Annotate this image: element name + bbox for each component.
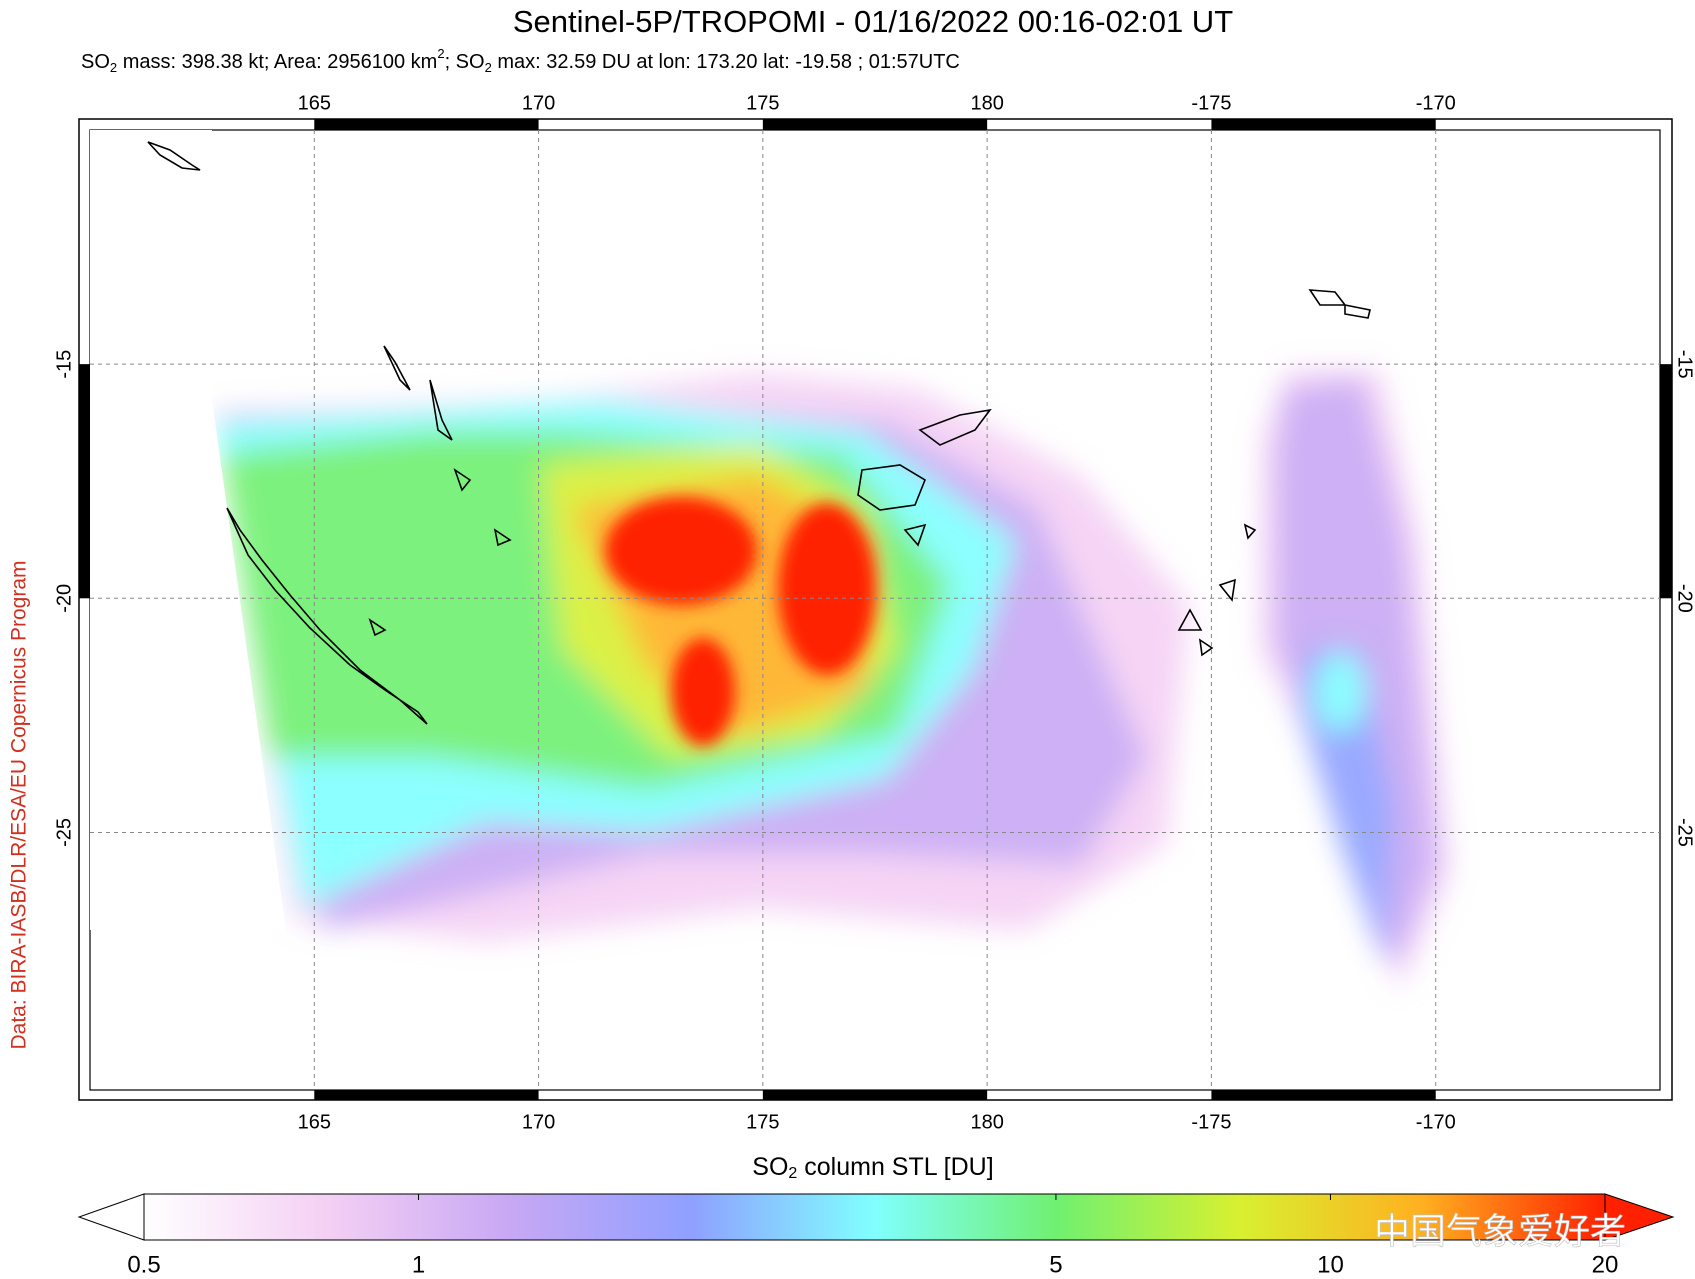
lon-tick-label: 175: [746, 92, 779, 114]
coastline: [857, 408, 992, 547]
subtitle: SO2 mass: 398.38 kt; Area: 2956100 km2; …: [81, 46, 960, 75]
colorbar-label-part: column STL [DU]: [797, 1153, 993, 1181]
lon-tick-label: 175: [746, 1111, 779, 1133]
subtitle-sub: 2: [110, 60, 117, 75]
colorbar-label: SO2 column STL [DU]: [752, 1153, 993, 1183]
plume-layer: [1315, 652, 1365, 732]
colorbar-tick-label: 5: [1049, 1251, 1062, 1278]
frame-bar: [79, 364, 90, 599]
lon-tick-label: -170: [1416, 92, 1456, 114]
coastline: [1198, 523, 1257, 657]
frame-bar: [1660, 364, 1672, 599]
watermark: 中国气象爱好者: [1374, 1211, 1626, 1252]
lon-tick-label: -175: [1191, 1111, 1231, 1133]
lon-tick-label: 170: [522, 92, 555, 114]
subtitle-part: max: 32.59 DU at lon: 173.20 lat: -19.58…: [492, 51, 960, 73]
title: Sentinel-5P/TROPOMI - 01/16/2022 00:16-0…: [513, 4, 1233, 39]
coastlines: [147, 141, 1371, 725]
subtitle-part: SO: [81, 51, 110, 73]
coastline: [226, 507, 428, 725]
lon-tick-label: -170: [1416, 1111, 1456, 1133]
volcano-marker: [1177, 608, 1203, 631]
lon-tick-label: 170: [522, 1111, 555, 1133]
credit: Data: BIRA-IASB/DLR/ESA/EU Copernicus Pr…: [8, 560, 31, 1049]
lon-tick-label: 165: [298, 1111, 331, 1133]
subtitle-part: ; SO: [445, 51, 485, 73]
swath-edge: [90, 130, 286, 930]
colorbar-label-sub: 2: [788, 1165, 797, 1182]
frame-bar: [314, 119, 539, 130]
frame-bar: [314, 1090, 539, 1100]
lon-tick-label: 180: [970, 1111, 1003, 1133]
colorbar-tick-label: 0.5: [127, 1251, 160, 1278]
colorbar-tick-label: 1: [412, 1251, 425, 1278]
colorbar: 0.5 1 5 10 20: [77, 1193, 1675, 1278]
lat-tick-label: -15: [1674, 350, 1695, 379]
lat-tick-label: -20: [53, 584, 75, 613]
coastline: [147, 141, 201, 171]
frame-bar: [762, 119, 988, 130]
colorbar-tick-label: 20: [1592, 1251, 1619, 1278]
colorbar-bar: [143, 1193, 1606, 1241]
lon-tick-label: 165: [298, 92, 331, 114]
subtitle-sub: 2: [485, 60, 492, 75]
coastline: [368, 345, 512, 637]
subtitle-sup: 2: [437, 46, 444, 61]
lat-tick-label: -25: [53, 818, 75, 847]
plume-layer: [1297, 649, 1394, 962]
frame-bar: [1211, 119, 1436, 130]
frame-bars: [79, 119, 1672, 1100]
frame-bar: [1211, 1090, 1436, 1100]
colorbar-tick-label: 10: [1317, 1251, 1344, 1278]
grid: [90, 130, 1660, 1090]
plume-core: [671, 638, 735, 746]
frame-bar: [762, 1090, 988, 1100]
plume-core: [605, 497, 757, 605]
colorbar-arrow-low: [77, 1193, 145, 1241]
lon-tick-label: 180: [970, 92, 1003, 114]
colorbar-label-part: SO: [752, 1153, 788, 1181]
plume-core: [778, 503, 876, 675]
coastline: [1308, 289, 1371, 319]
lat-tick-label: -15: [53, 350, 75, 379]
subtitle-part: mass: 398.38 kt; Area: 2956100 km: [117, 51, 437, 73]
lon-tick-label: -175: [1191, 92, 1231, 114]
lat-tick-label: -25: [1674, 818, 1695, 847]
lat-tick-label: -20: [1674, 584, 1695, 613]
